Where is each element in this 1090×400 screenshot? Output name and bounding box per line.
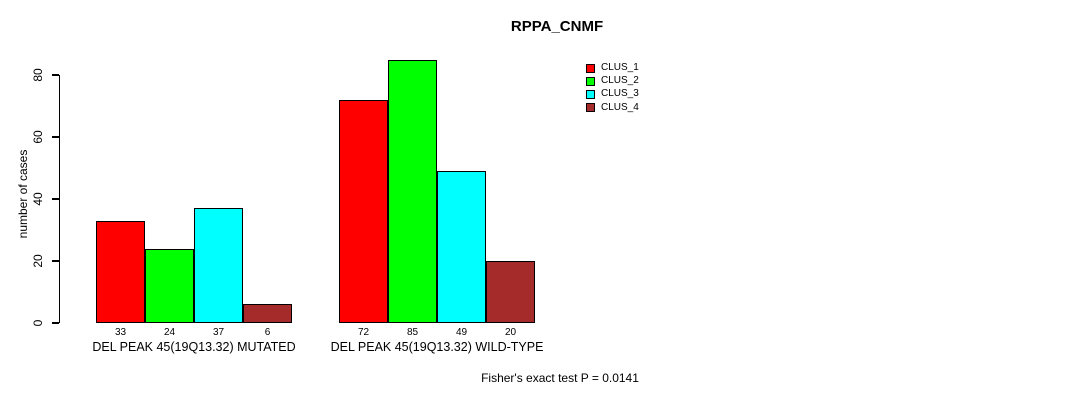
- y-tick-label: 60: [31, 130, 45, 144]
- y-tick-mark: [52, 74, 59, 76]
- legend-swatch: [586, 89, 595, 99]
- y-tick-label: 20: [31, 254, 45, 268]
- bar-clus_2-group2: [388, 59, 437, 323]
- bar-value-label: 33: [114, 327, 127, 338]
- legend-swatch: [586, 76, 595, 86]
- y-tick-label: 0: [31, 319, 45, 327]
- y-tick-mark: [52, 322, 59, 324]
- y-tick-label: 40: [31, 192, 45, 206]
- y-tick-label: 80: [31, 68, 45, 82]
- bar-value-label: 37: [212, 327, 225, 338]
- y-tick-mark: [52, 198, 59, 200]
- chart-title: RPPA_CNMF: [510, 18, 604, 35]
- bar-value-label: 85: [406, 327, 419, 338]
- bar-clus_3-group1: [194, 208, 243, 323]
- y-tick-mark: [52, 260, 59, 262]
- legend-label: CLUS_2: [601, 75, 639, 87]
- bar-clus_1-group1: [96, 220, 145, 323]
- y-tick-mark: [52, 136, 59, 138]
- bar-value-label: 24: [163, 327, 176, 338]
- x-category-label: DEL PEAK 45(19Q13.32) MUTATED: [92, 340, 296, 354]
- bar-clus_4-group1: [243, 304, 292, 323]
- legend-swatch: [586, 63, 595, 73]
- x-category-label: DEL PEAK 45(19Q13.32) WILD-TYPE: [330, 340, 544, 354]
- legend-label: CLUS_3: [601, 88, 639, 100]
- bar-value-label: 49: [455, 327, 468, 338]
- legend-label: CLUS_1: [601, 62, 639, 73]
- bar-clus_2-group1: [145, 248, 194, 323]
- bar-clus_4-group2: [486, 261, 535, 323]
- y-axis-label: number of cases: [16, 149, 30, 239]
- legend-swatch: [586, 103, 595, 113]
- y-axis-line: [59, 75, 61, 323]
- bar-value-label: 20: [504, 327, 517, 338]
- bar-value-label: 6: [264, 327, 271, 338]
- bar-value-label: 72: [357, 327, 370, 338]
- legend-label: CLUS_4: [601, 101, 639, 113]
- bar-clus_1-group2: [339, 99, 388, 323]
- bar-clus_3-group2: [437, 171, 486, 323]
- annotation-text: Fisher's exact test P = 0.0141: [481, 371, 639, 385]
